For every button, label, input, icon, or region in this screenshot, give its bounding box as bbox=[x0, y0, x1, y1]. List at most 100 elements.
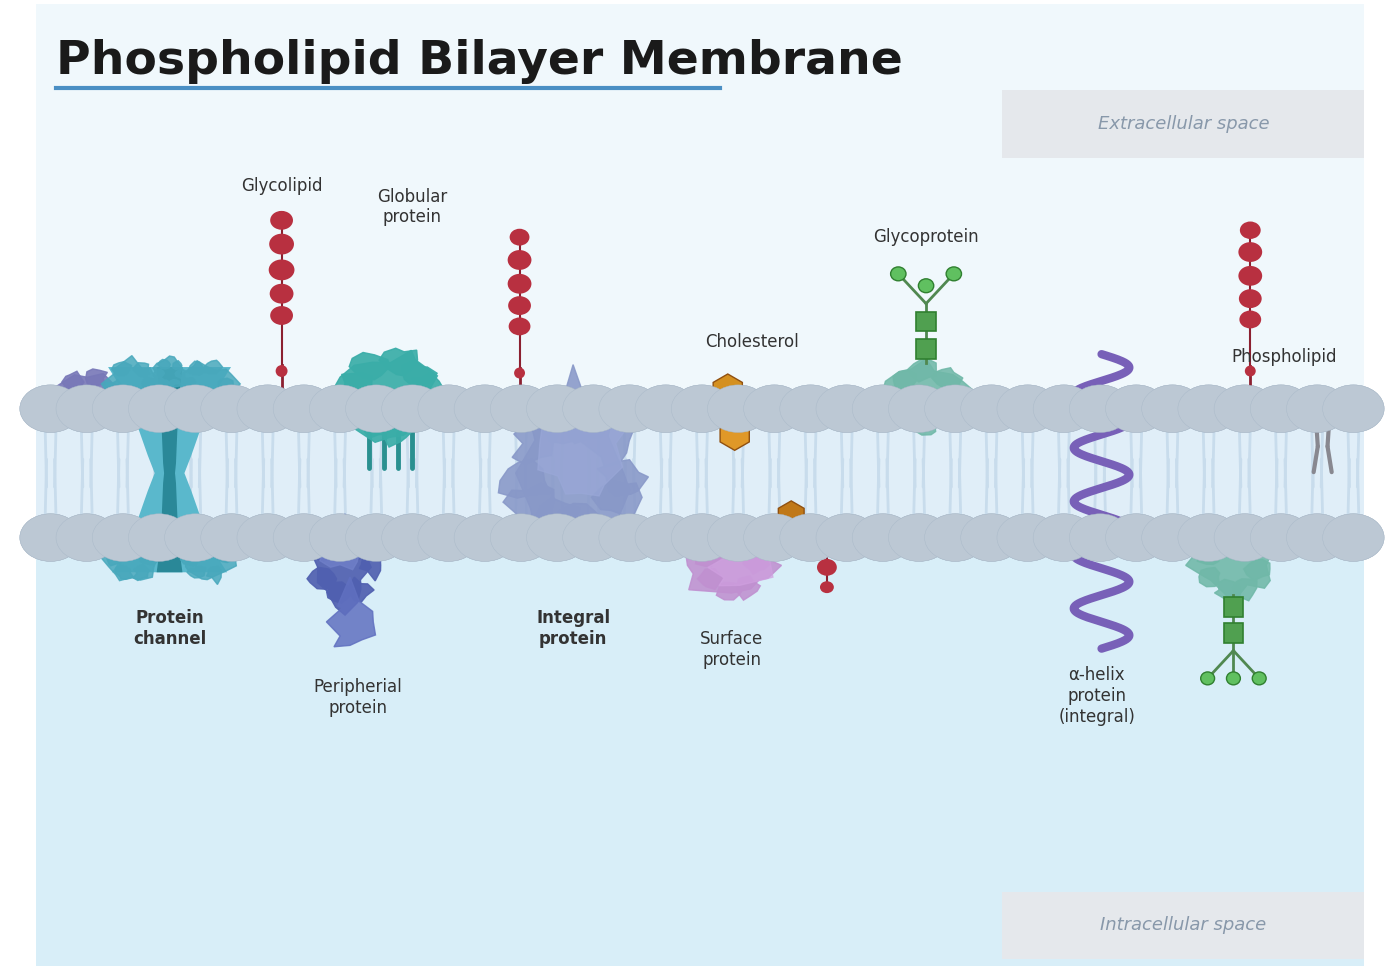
Ellipse shape bbox=[56, 385, 118, 432]
Ellipse shape bbox=[309, 514, 371, 562]
Ellipse shape bbox=[1287, 514, 1348, 562]
Ellipse shape bbox=[707, 385, 769, 432]
Text: Glycoprotein: Glycoprotein bbox=[874, 228, 979, 246]
Ellipse shape bbox=[273, 385, 335, 432]
Ellipse shape bbox=[924, 514, 986, 562]
Polygon shape bbox=[330, 351, 449, 442]
Ellipse shape bbox=[419, 514, 479, 562]
Text: Peripherial
protein: Peripherial protein bbox=[314, 678, 402, 717]
Polygon shape bbox=[133, 564, 150, 580]
Polygon shape bbox=[916, 339, 937, 359]
Ellipse shape bbox=[490, 514, 552, 562]
Polygon shape bbox=[85, 368, 108, 385]
Ellipse shape bbox=[1033, 514, 1095, 562]
Polygon shape bbox=[133, 363, 150, 377]
Ellipse shape bbox=[200, 514, 262, 562]
Ellipse shape bbox=[346, 385, 407, 432]
Polygon shape bbox=[881, 359, 981, 427]
Polygon shape bbox=[931, 404, 959, 425]
Ellipse shape bbox=[490, 385, 552, 432]
Text: Surface
protein: Surface protein bbox=[700, 630, 763, 668]
Polygon shape bbox=[140, 551, 158, 564]
Ellipse shape bbox=[853, 385, 914, 432]
Polygon shape bbox=[218, 378, 234, 392]
Polygon shape bbox=[715, 529, 743, 550]
Ellipse shape bbox=[707, 514, 769, 562]
Ellipse shape bbox=[563, 385, 624, 432]
Ellipse shape bbox=[636, 514, 697, 562]
Ellipse shape bbox=[1323, 385, 1385, 432]
Ellipse shape bbox=[816, 385, 878, 432]
Polygon shape bbox=[393, 405, 434, 429]
Text: Cholesterol: Cholesterol bbox=[704, 333, 798, 351]
Ellipse shape bbox=[382, 385, 444, 432]
Ellipse shape bbox=[200, 385, 262, 432]
Ellipse shape bbox=[454, 385, 515, 432]
Polygon shape bbox=[515, 365, 630, 557]
Polygon shape bbox=[1224, 597, 1243, 617]
Ellipse shape bbox=[1239, 242, 1263, 262]
Ellipse shape bbox=[1214, 514, 1275, 562]
Ellipse shape bbox=[1308, 388, 1337, 414]
Ellipse shape bbox=[508, 318, 531, 335]
Polygon shape bbox=[204, 394, 221, 410]
Ellipse shape bbox=[165, 514, 225, 562]
Text: Extracellular space: Extracellular space bbox=[1098, 115, 1270, 133]
Polygon shape bbox=[157, 368, 182, 572]
Polygon shape bbox=[207, 566, 221, 584]
Ellipse shape bbox=[671, 385, 732, 432]
Ellipse shape bbox=[1142, 514, 1203, 562]
FancyBboxPatch shape bbox=[1002, 90, 1365, 158]
Ellipse shape bbox=[1250, 514, 1312, 562]
Polygon shape bbox=[179, 361, 241, 408]
Polygon shape bbox=[720, 416, 749, 451]
Ellipse shape bbox=[273, 514, 335, 562]
Ellipse shape bbox=[1177, 385, 1239, 432]
Polygon shape bbox=[307, 567, 336, 589]
Polygon shape bbox=[512, 419, 557, 465]
Polygon shape bbox=[101, 356, 165, 410]
Ellipse shape bbox=[780, 385, 841, 432]
Polygon shape bbox=[1243, 560, 1270, 580]
Polygon shape bbox=[697, 568, 722, 589]
Polygon shape bbox=[185, 536, 238, 579]
Ellipse shape bbox=[853, 385, 914, 432]
Polygon shape bbox=[895, 406, 918, 426]
Polygon shape bbox=[885, 391, 914, 413]
Ellipse shape bbox=[997, 385, 1058, 432]
Ellipse shape bbox=[510, 228, 529, 246]
Ellipse shape bbox=[1239, 266, 1263, 286]
Ellipse shape bbox=[816, 385, 878, 432]
Polygon shape bbox=[326, 577, 375, 647]
Polygon shape bbox=[111, 534, 130, 552]
Polygon shape bbox=[735, 394, 764, 427]
Ellipse shape bbox=[960, 385, 1022, 432]
Ellipse shape bbox=[129, 385, 190, 432]
Ellipse shape bbox=[1070, 514, 1131, 562]
Ellipse shape bbox=[743, 385, 805, 432]
Ellipse shape bbox=[1239, 311, 1261, 328]
Polygon shape bbox=[734, 534, 756, 555]
Ellipse shape bbox=[671, 385, 732, 432]
Polygon shape bbox=[175, 369, 186, 379]
Ellipse shape bbox=[1070, 385, 1131, 432]
Ellipse shape bbox=[309, 385, 371, 432]
Ellipse shape bbox=[1177, 385, 1239, 432]
Ellipse shape bbox=[270, 284, 294, 304]
Ellipse shape bbox=[1250, 385, 1312, 432]
Ellipse shape bbox=[1142, 514, 1203, 562]
Ellipse shape bbox=[816, 514, 878, 562]
Ellipse shape bbox=[1250, 514, 1312, 562]
Ellipse shape bbox=[56, 514, 118, 562]
Polygon shape bbox=[62, 371, 84, 393]
Polygon shape bbox=[87, 411, 108, 426]
Ellipse shape bbox=[1287, 385, 1348, 432]
Ellipse shape bbox=[454, 514, 515, 562]
Ellipse shape bbox=[309, 514, 371, 562]
Ellipse shape bbox=[1323, 385, 1385, 432]
Polygon shape bbox=[322, 533, 349, 556]
Polygon shape bbox=[101, 537, 157, 581]
Ellipse shape bbox=[960, 514, 1022, 562]
Ellipse shape bbox=[508, 273, 532, 294]
Polygon shape bbox=[132, 393, 151, 407]
